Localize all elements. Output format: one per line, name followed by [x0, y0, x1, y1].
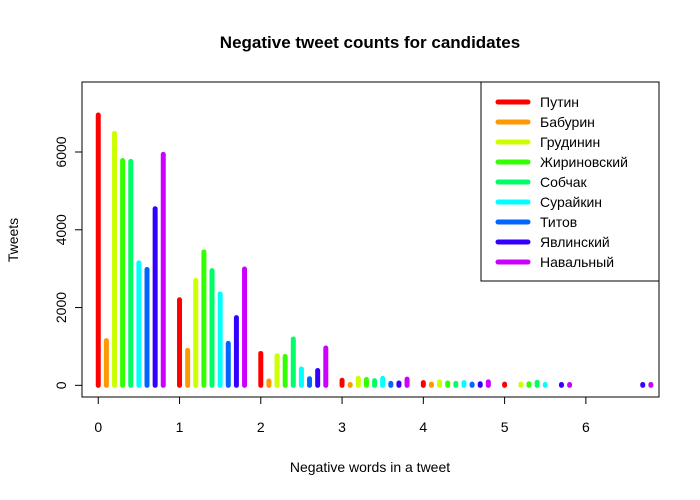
x-tick-label: 5 — [501, 419, 509, 435]
legend-label: Навальный — [540, 254, 614, 270]
legend: Путин Бабурин Грудинин Жириновский Собчак Сур… — [480, 81, 660, 282]
y-axis-label: Tweets — [5, 218, 21, 262]
legend-label: Грудинин — [540, 134, 600, 150]
y-tick-label: 6000 — [53, 136, 69, 167]
legend-label: Собчак — [540, 174, 588, 190]
x-axis-label: Negative words in a tweet — [290, 459, 450, 475]
legend-label: Титов — [540, 214, 577, 230]
x-tick-label: 4 — [419, 419, 427, 435]
y-tick-label: 4000 — [53, 214, 69, 245]
y-axis: 0 2000 4000 6000 — [53, 136, 83, 389]
x-tick-label: 6 — [582, 419, 590, 435]
legend-label: Сурайкин — [540, 194, 602, 210]
legend-label: Явлинский — [540, 234, 610, 250]
x-axis: 0 1 2 3 4 5 6 — [94, 396, 590, 435]
legend-label: Жириновский — [540, 154, 628, 170]
chart-title: Negative tweet counts for candidates — [220, 33, 520, 52]
x-tick-label: 0 — [94, 419, 102, 435]
legend-label: Путин — [540, 94, 579, 110]
y-tick-label: 2000 — [53, 292, 69, 323]
x-tick-label: 1 — [176, 419, 184, 435]
legend-label: Бабурин — [540, 114, 595, 130]
bars-layer — [95, 112, 654, 388]
x-tick-label: 2 — [257, 419, 265, 435]
y-tick-label: 0 — [53, 381, 69, 389]
x-tick-label: 3 — [338, 419, 346, 435]
